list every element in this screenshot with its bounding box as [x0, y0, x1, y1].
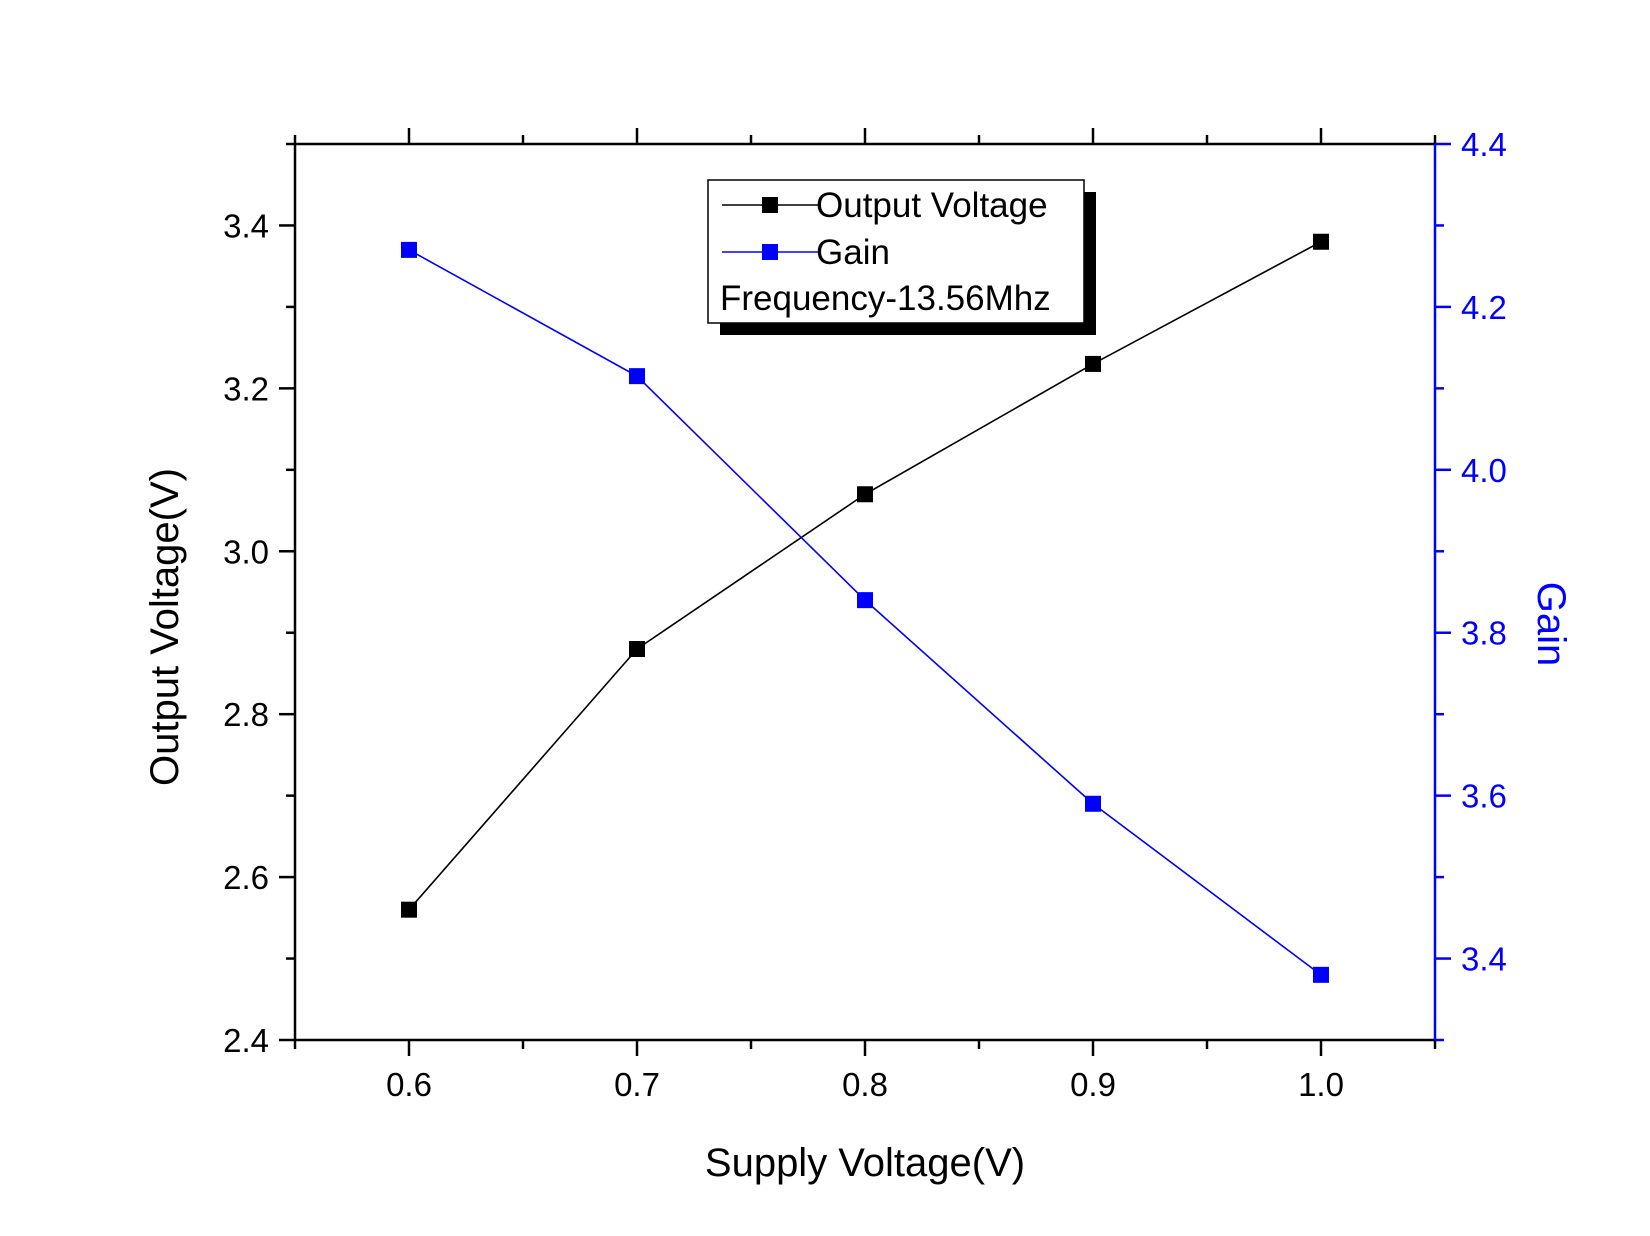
- data-point-gain: [1085, 795, 1101, 812]
- y-tick-label: 2.4: [223, 1022, 269, 1059]
- y-tick-label: 3.4: [223, 207, 269, 244]
- y2-axis-title: Gain: [1529, 582, 1573, 667]
- legend: Output Voltage Gain Frequency-13.56Mhz: [707, 179, 1096, 335]
- y-tick-label: 2.8: [223, 696, 269, 733]
- x-tick-label: 0.9: [1070, 1066, 1116, 1103]
- x-tick-label: 0.7: [614, 1066, 660, 1103]
- y-axis-title: Output Voltage(V): [143, 468, 187, 786]
- data-point-output-voltage: [401, 901, 417, 918]
- x-axis-title: Supply Voltage(V): [705, 1141, 1025, 1185]
- frequency-annotation: Frequency-13.56Mhz: [720, 279, 1051, 318]
- data-point-output-voltage: [1085, 355, 1101, 372]
- y2-tick-label: 3.8: [1461, 615, 1507, 652]
- y-tick-label: 2.6: [223, 859, 269, 896]
- legend-label: Output Voltage: [816, 186, 1048, 225]
- series-layer: [401, 233, 1329, 983]
- axes: 0.6 0.7 0.8 0.9 1.0 2.4 2.6 2.8 3.0 3.2 3.4 3.4 3.6 3…: [223, 126, 1507, 1103]
- data-point-output-voltage: [629, 641, 645, 658]
- y-tick-label: 3.2: [223, 370, 269, 407]
- x-tick-label: 0.6: [386, 1066, 432, 1103]
- y2-tick-label: 4.2: [1461, 289, 1507, 326]
- data-point-output-voltage: [857, 486, 873, 503]
- y2-tick-label: 3.4: [1461, 941, 1507, 978]
- y2-tick-label: 3.6: [1461, 778, 1507, 815]
- x-tick-label: 0.8: [842, 1066, 888, 1103]
- y2-tick-label: 4.4: [1461, 126, 1507, 163]
- legend-marker: [762, 244, 778, 260]
- legend-marker: [762, 197, 778, 213]
- x-tick-label: 1.0: [1298, 1066, 1344, 1103]
- data-point-gain: [629, 368, 645, 385]
- y-tick-label: 3.0: [223, 533, 269, 570]
- y2-tick-label: 4.0: [1461, 452, 1507, 489]
- legend-label: Gain: [816, 233, 890, 272]
- data-point-output-voltage: [1313, 233, 1329, 250]
- data-point-gain: [857, 592, 873, 609]
- legend-items: Output Voltage Gain: [722, 186, 1048, 272]
- data-point-gain: [401, 241, 417, 258]
- data-point-gain: [1313, 966, 1329, 983]
- series-line-output-voltage: [408, 241, 1322, 911]
- series-line-gain: [408, 249, 1322, 976]
